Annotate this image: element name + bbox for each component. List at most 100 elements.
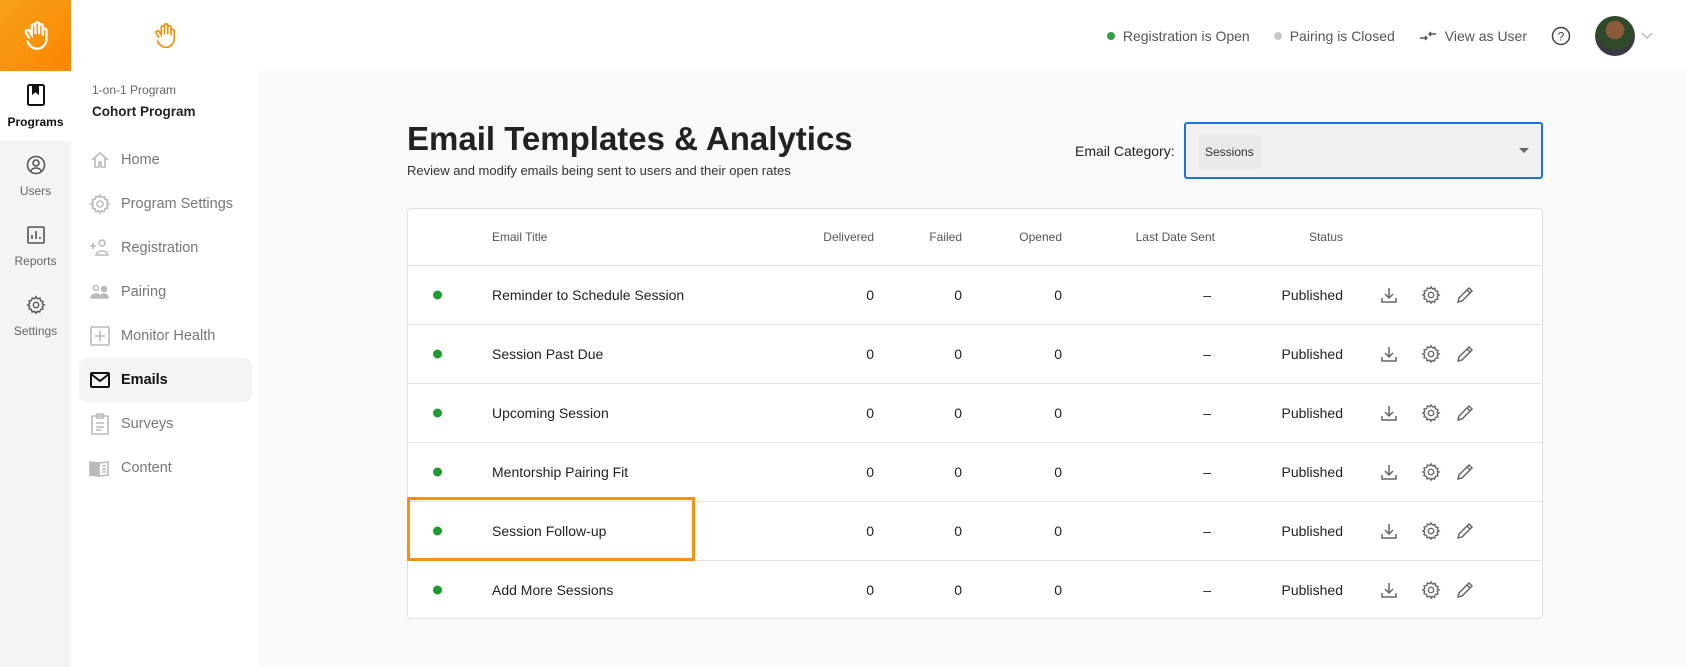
swap-arrows-icon [1419, 31, 1436, 40]
plus-box-icon [90, 326, 110, 346]
program-nav: Home Program Settings Registration Pairing M… [79, 138, 252, 490]
gear-icon[interactable] [1421, 521, 1441, 541]
brand-logo [71, 0, 259, 71]
page-subtitle: Review and modify emails being sent to u… [407, 163, 791, 178]
table-row[interactable]: Add More Sessions 0 0 0 – Published [408, 560, 1542, 619]
user-menu[interactable] [1595, 15, 1653, 56]
download-icon[interactable] [1379, 580, 1399, 600]
gear-icon[interactable] [1421, 285, 1441, 305]
download-icon[interactable] [1379, 285, 1399, 305]
sidebar-item-label: Monitor Health [121, 328, 216, 344]
sidebar-item-pairing[interactable]: Pairing [79, 270, 252, 314]
highlight-box [407, 497, 695, 561]
rail-item-users[interactable]: Users [0, 141, 71, 211]
help-icon[interactable]: ? [1551, 26, 1571, 46]
download-icon[interactable] [1379, 462, 1399, 482]
pencil-icon[interactable] [1455, 521, 1475, 541]
status-text: Published [1281, 287, 1344, 303]
opened-count: 0 [1054, 287, 1062, 303]
last-date-sent: – [1203, 582, 1211, 598]
sidebar-item-label: Home [121, 152, 160, 168]
gear-icon[interactable] [1421, 403, 1441, 423]
delivered-count: 0 [866, 523, 874, 539]
gear-icon[interactable] [1421, 462, 1441, 482]
header-failed: Failed [929, 230, 962, 244]
program-sidebar: 1-on-1 Program Cohort Program Home Progra… [71, 0, 259, 667]
download-icon[interactable] [1379, 521, 1399, 541]
sidebar-item-monitor-health[interactable]: Monitor Health [79, 314, 252, 358]
sidebar-item-emails[interactable]: Emails [79, 358, 252, 402]
email-title[interactable]: Add More Sessions [492, 582, 614, 598]
email-title[interactable]: Upcoming Session [492, 405, 609, 421]
opened-count: 0 [1054, 582, 1062, 598]
pencil-icon[interactable] [1455, 285, 1475, 305]
top-bar: Registration is Open Pairing is Closed V… [259, 0, 1687, 71]
status-dot [433, 408, 442, 418]
delivered-count: 0 [866, 464, 874, 480]
failed-count: 0 [954, 582, 962, 598]
pencil-icon[interactable] [1455, 462, 1475, 482]
download-icon[interactable] [1379, 403, 1399, 423]
add-person-icon [90, 239, 110, 256]
program-type: 1-on-1 Program [92, 83, 177, 97]
pencil-icon[interactable] [1455, 344, 1475, 364]
caret-down-icon [1519, 148, 1529, 153]
sidebar-item-registration[interactable]: Registration [79, 226, 252, 270]
app-logo[interactable] [0, 0, 71, 71]
sidebar-item-surveys[interactable]: Surveys [79, 402, 252, 446]
view-as-user-button[interactable]: View as User [1419, 28, 1527, 44]
gear-icon [89, 193, 111, 215]
sidebar-item-label: Registration [121, 240, 199, 256]
gear-icon[interactable] [1421, 344, 1441, 364]
sidebar-item-home[interactable]: Home [79, 138, 252, 182]
email-title[interactable]: Reminder to Schedule Session [492, 287, 685, 303]
sidebar-item-program-settings[interactable]: Program Settings [79, 182, 252, 226]
rail-item-label: Users [19, 183, 52, 198]
email-title[interactable]: Session Follow-up [492, 523, 607, 539]
email-title[interactable]: Session Past Due [492, 346, 604, 362]
opened-count: 0 [1054, 464, 1062, 480]
download-icon[interactable] [1379, 344, 1399, 364]
opened-count: 0 [1054, 346, 1062, 362]
table-row[interactable]: Session Follow-up 0 0 0 – Published [408, 501, 1542, 560]
last-date-sent: – [1203, 346, 1211, 362]
rail-item-label: Reports [14, 253, 57, 268]
rail-item-programs[interactable]: Programs [0, 71, 71, 141]
table-row[interactable]: Upcoming Session 0 0 0 – Published [408, 383, 1542, 442]
app-rail: Programs Users Reports Settings [0, 0, 71, 667]
failed-count: 0 [954, 523, 962, 539]
rail-item-reports[interactable]: Reports [0, 211, 71, 281]
opened-count: 0 [1054, 405, 1062, 421]
sidebar-item-label: Emails [121, 372, 168, 388]
pairing-status[interactable]: Pairing is Closed [1273, 28, 1395, 44]
sidebar-item-label: Surveys [121, 416, 174, 432]
status-text: Published [1281, 464, 1344, 480]
table-row[interactable]: Mentorship Pairing Fit 0 0 0 – Published [408, 442, 1542, 501]
email-templates-table: Email Title Delivered Failed Opened Last… [407, 208, 1543, 619]
user-circle-icon [26, 155, 46, 178]
pencil-icon[interactable] [1455, 580, 1475, 600]
gear-icon[interactable] [1421, 580, 1441, 600]
header-status: Status [1308, 230, 1343, 244]
table-row[interactable]: Reminder to Schedule Session 0 0 0 – Publishe… [408, 265, 1542, 324]
failed-count: 0 [954, 346, 962, 362]
rail-item-settings[interactable]: Settings [0, 281, 71, 351]
status-dot [433, 349, 442, 359]
opened-count: 0 [1054, 523, 1062, 539]
delivered-count: 0 [866, 405, 874, 421]
book-open-icon [89, 461, 109, 477]
sidebar-item-content[interactable]: Content [79, 446, 252, 490]
avatar [1595, 15, 1635, 56]
pencil-icon[interactable] [1455, 403, 1475, 423]
failed-count: 0 [954, 405, 962, 421]
last-date-sent: – [1203, 464, 1211, 480]
email-category-select[interactable]: Sessions [1184, 122, 1543, 179]
status-text: Published [1281, 523, 1344, 539]
email-title[interactable]: Mentorship Pairing Fit [492, 464, 629, 480]
registration-status-label: Registration is Open [1122, 27, 1250, 44]
table-row[interactable]: Session Past Due 0 0 0 – Published [408, 324, 1542, 383]
status-dot [433, 467, 442, 477]
status-text: Published [1281, 346, 1344, 362]
selected-category: Sessions [1198, 134, 1261, 170]
registration-status[interactable]: Registration is Open [1106, 27, 1250, 44]
